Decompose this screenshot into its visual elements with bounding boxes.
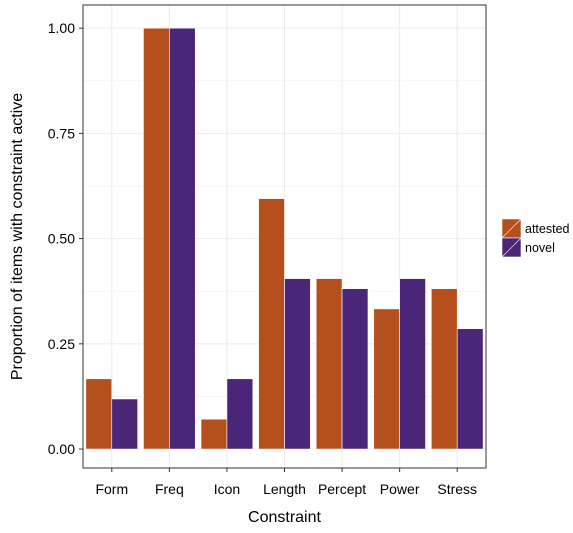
bar-attested-stress <box>431 288 458 450</box>
y-axis-title: Proportion of items with constraint acti… <box>9 93 26 380</box>
x-tick-label: Freq <box>155 481 184 497</box>
y-tick-label: 0.25 <box>48 336 75 352</box>
bar-attested-form <box>85 378 113 450</box>
legend-key-slash <box>501 237 522 258</box>
legend-key-slash <box>501 218 522 239</box>
bar-novel-length <box>284 278 311 450</box>
bar-attested-freq <box>143 27 170 450</box>
y-tick-label: 1.00 <box>48 20 75 36</box>
x-tick-label: Icon <box>214 481 240 497</box>
bar-novel-power <box>399 278 426 450</box>
x-tick-label: Power <box>380 481 420 497</box>
y-tick-label: 0.00 <box>48 441 75 457</box>
legend-label-attested: attested <box>525 222 570 236</box>
bar-novel-icon <box>226 378 254 450</box>
bar-attested-icon <box>200 418 228 450</box>
bar-novel-percept <box>341 288 369 450</box>
x-axis-title: Constraint <box>248 509 321 526</box>
x-tick-label: Percept <box>318 481 366 497</box>
x-tick-label: Length <box>263 481 306 497</box>
legend-label-novel: novel <box>525 241 555 255</box>
bar-attested-percept <box>315 278 343 450</box>
x-tick-label: Form <box>95 481 128 497</box>
bar-novel-freq <box>169 27 196 450</box>
x-tick-label: Stress <box>437 481 477 497</box>
bar-attested-length <box>258 198 285 450</box>
bar-novel-stress <box>456 328 484 450</box>
legend: attested novel <box>501 218 570 258</box>
bars <box>85 27 484 450</box>
y-tick-label: 0.75 <box>48 125 75 141</box>
bar-novel-form <box>111 398 138 450</box>
bar-attested-power <box>373 308 400 450</box>
axes: 0.00 0.25 0.50 0.75 1.00 Form Freq Icon Length Pe… <box>48 20 477 497</box>
y-tick-label: 0.50 <box>48 231 75 247</box>
